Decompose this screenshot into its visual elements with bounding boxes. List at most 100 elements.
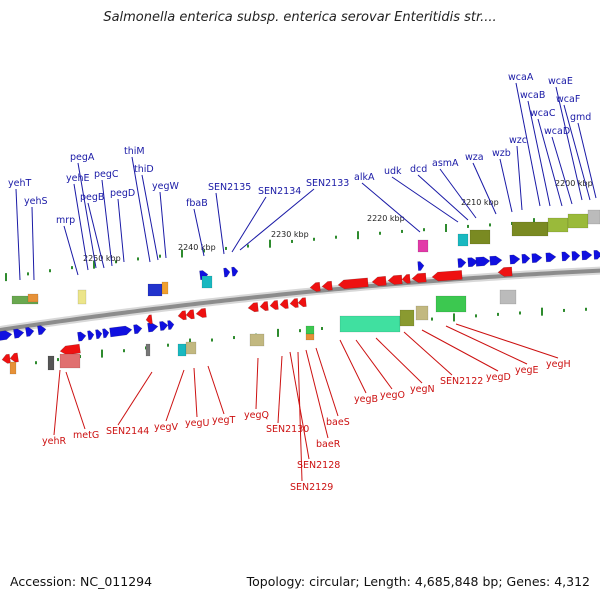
- forward-leader-line: [555, 86, 583, 201]
- forward-leader-line: [15, 188, 21, 281]
- forward-gene-arrow: [467, 257, 479, 268]
- forward-leader-line: [499, 158, 513, 213]
- forward-gene-arrow: [561, 251, 571, 262]
- forward-gene-label: wcaA: [508, 72, 534, 83]
- forward-leader-line: [63, 225, 79, 276]
- forward-leader-line: [577, 122, 597, 199]
- forward-gene-arrow: [0, 330, 13, 342]
- reverse-gene-label: yegV: [154, 422, 178, 433]
- reverse-gene-label: yegH: [546, 359, 571, 370]
- forward-gene-arrow: [13, 328, 25, 339]
- feature-box: [435, 295, 467, 313]
- forward-gene-label: wzb: [492, 148, 511, 159]
- forward-leader-line: [73, 183, 89, 271]
- reverse-gene-label: SEN2128: [297, 460, 340, 471]
- reverse-gene-label: SEN2130: [266, 424, 309, 435]
- reverse-leader-line: [339, 339, 367, 394]
- reverse-gene-label: yegT: [212, 415, 235, 426]
- forward-gene-arrow: [581, 250, 593, 261]
- feature-box: [47, 355, 55, 371]
- reverse-gene-label: yegN: [410, 384, 435, 395]
- forward-gene-label: pegB: [80, 192, 104, 203]
- forward-gene-arrow: [77, 331, 87, 342]
- forward-gene-label: wzc: [509, 135, 527, 146]
- forward-gene-label: wcaF: [556, 94, 580, 105]
- forward-leader-line: [215, 192, 225, 255]
- forward-gene-arrow: [25, 326, 35, 337]
- reverse-leader-line: [305, 349, 329, 439]
- reverse-gene-arrow: [9, 352, 19, 363]
- reverse-leader-line: [297, 351, 303, 482]
- feature-box: [499, 289, 517, 305]
- forward-gene-arrow: [147, 322, 159, 333]
- reverse-gene-arrow: [297, 297, 307, 308]
- forward-leader-line: [101, 179, 113, 267]
- forward-leader-line: [516, 145, 523, 211]
- reverse-gene-label: SEN2129: [290, 482, 333, 493]
- forward-gene-label: wcaC: [530, 108, 556, 119]
- reverse-gene-arrow: [289, 298, 299, 308]
- forward-gene-arrow: [571, 251, 581, 261]
- reverse-gene-arrow: [411, 272, 427, 283]
- reverse-gene-arrow: [497, 266, 513, 277]
- feature-box: [547, 217, 569, 233]
- forward-gene-arrow: [231, 266, 239, 277]
- feature-box: [457, 233, 469, 247]
- reverse-gene-label: baeS: [326, 417, 350, 428]
- reverse-leader-line: [53, 369, 61, 436]
- reverse-gene-label: yegD: [486, 372, 511, 383]
- reverse-gene-arrow: [259, 301, 269, 311]
- forward-leader-line: [141, 174, 159, 261]
- reverse-leader-line: [421, 329, 499, 372]
- forward-gene-arrow: [531, 253, 543, 264]
- scale-label: 2240 kbp: [178, 243, 216, 252]
- forward-gene-arrow: [87, 330, 95, 341]
- forward-leader-line: [472, 162, 497, 215]
- forward-gene-label: udk: [384, 166, 402, 177]
- scale-label: 2230 kbp: [271, 230, 309, 239]
- forward-gene-arrow: [102, 328, 110, 339]
- forward-gene-arrow: [95, 329, 103, 340]
- forward-gene-arrow: [457, 258, 467, 268]
- feature-box: [201, 275, 213, 289]
- feature-box: [59, 353, 81, 369]
- topology-label: Topology: circular; Length: 4,685,848 bp…: [246, 574, 590, 589]
- forward-gene-arrow: [167, 320, 175, 330]
- forward-leader-line: [31, 206, 35, 281]
- reverse-gene-label: baeR: [316, 439, 341, 450]
- reverse-gene-label: yegQ: [244, 410, 269, 421]
- reverse-leader-line: [277, 355, 283, 424]
- reverse-gene-label: yegO: [380, 390, 405, 401]
- feature-box: [511, 221, 549, 237]
- forward-gene-label: yehE: [66, 173, 90, 184]
- forward-leader-line: [87, 202, 105, 269]
- forward-leader-line: [527, 100, 551, 207]
- scale-label: 2200 kbp: [555, 179, 593, 188]
- reverse-gene-arrow: [279, 299, 289, 309]
- forward-leader-line: [537, 118, 563, 207]
- forward-gene-arrow: [489, 255, 503, 266]
- forward-gene-arrow: [521, 253, 531, 264]
- forward-gene-label: SEN2135: [208, 182, 251, 193]
- forward-leader-line: [77, 162, 97, 269]
- reverse-gene-arrow: [431, 270, 463, 282]
- forward-gene-arrow: [509, 254, 521, 265]
- reverse-gene-arrow: [185, 309, 195, 320]
- forward-gene-label: wcaB: [520, 90, 545, 101]
- forward-gene-arrow: [133, 324, 143, 335]
- reverse-gene-label: metG: [73, 430, 99, 441]
- forward-gene-arrow: [475, 256, 491, 267]
- feature-box: [417, 239, 429, 253]
- scale-label: 2210 kbp: [461, 198, 499, 207]
- forward-gene-label: pegC: [94, 169, 119, 180]
- reverse-gene-arrow: [195, 307, 207, 318]
- forward-gene-label: asmA: [432, 158, 459, 169]
- forward-gene-arrow: [109, 325, 133, 338]
- feature-box: [9, 361, 17, 375]
- reverse-leader-line: [165, 369, 185, 422]
- forward-gene-label: thiM: [124, 146, 145, 157]
- reverse-gene-label: SEN2122: [440, 376, 483, 387]
- reverse-leader-line: [355, 339, 393, 390]
